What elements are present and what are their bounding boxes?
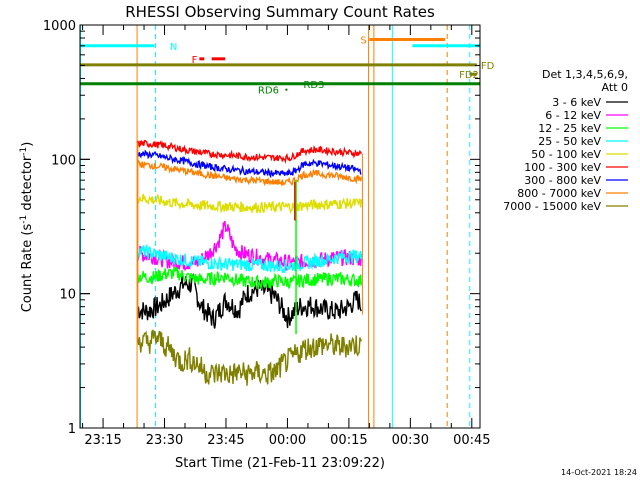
legend-label-9: 7000 - 15000 keV xyxy=(503,200,601,213)
legend-label-2: 6 - 12 keV xyxy=(545,109,601,122)
series-line-3 xyxy=(137,266,362,290)
flag-label-rd6: RD6 xyxy=(258,86,279,97)
series-line-1 xyxy=(137,272,362,329)
legend-label-6: 100 - 300 keV xyxy=(524,161,601,174)
series-line-4 xyxy=(137,243,362,274)
flag-label-f: F xyxy=(192,55,198,66)
x-tick-label-0030: 00:30 xyxy=(392,433,429,448)
series-line-9 xyxy=(137,329,362,386)
flag-label-fd2: FD2 xyxy=(459,70,479,81)
series-line-7 xyxy=(137,149,362,179)
y-tick-label-1: 1 xyxy=(68,422,76,437)
x-axis-label: Start Time (21-Feb-11 23:09:22) xyxy=(175,456,385,471)
x-tick-label-2345: 23:45 xyxy=(207,433,244,448)
flag-label-n: N xyxy=(170,42,177,53)
y-tick-label-10: 10 xyxy=(59,288,76,303)
legend-label-7: 300 - 800 keV xyxy=(524,174,601,187)
chart-title: RHESSI Observing Summary Count Rates xyxy=(125,3,435,21)
x-tick-label-2330: 23:30 xyxy=(146,433,183,448)
x-tick-label-0015: 00:15 xyxy=(330,433,367,448)
y-tick-label-100: 100 xyxy=(51,153,76,168)
y-tick-label-1000: 1000 xyxy=(43,19,76,34)
x-tick-label-0045: 00:45 xyxy=(453,433,490,448)
flag-label-rd3: RD3 xyxy=(303,80,324,91)
legend-label-1: 3 - 6 keV xyxy=(552,96,601,109)
series-line-5 xyxy=(137,193,362,215)
legend-header-line-2: Att 0 xyxy=(602,81,628,94)
series-line-8 xyxy=(137,159,362,187)
y-axis-label: Count Rate (s-1 detector-1) xyxy=(19,142,35,313)
render-timestamp: 14-Oct-2021 18:24 xyxy=(561,468,637,477)
legend-label-3: 12 - 25 keV xyxy=(538,122,601,135)
flag-label-fd: FD xyxy=(481,61,495,72)
legend-label-4: 25 - 50 keV xyxy=(538,135,601,148)
legend-label-8: 800 - 7000 keV xyxy=(517,187,601,200)
series-line-6 xyxy=(137,139,362,164)
flag-label-s: S xyxy=(360,35,366,46)
legend-header-line-1: Det 1,3,4,5,6,9, xyxy=(542,68,628,81)
x-tick-label-2315: 23:15 xyxy=(84,433,121,448)
plot-frame xyxy=(79,24,481,429)
legend-label-5: 50 - 100 keV xyxy=(531,148,601,161)
x-tick-label-0000: 00:00 xyxy=(269,433,306,448)
